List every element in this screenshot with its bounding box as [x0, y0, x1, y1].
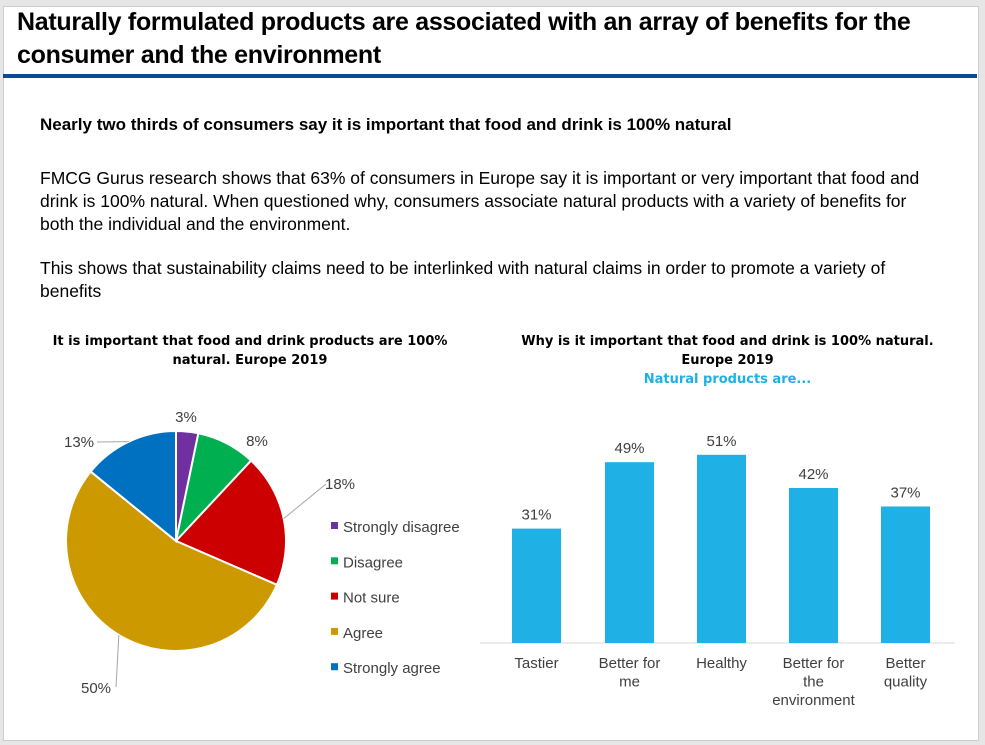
legend-swatch: [331, 557, 338, 565]
x-tick-label: Better for me: [599, 655, 661, 691]
pie-chart-title: It is important that food and drink prod…: [52, 334, 448, 368]
legend-label: Strongly disagree: [343, 519, 460, 536]
legend-label: Not sure: [343, 590, 400, 607]
paragraph-1: FMCG Gurus research shows that 63% of co…: [40, 168, 920, 234]
pie-data-label: 50%: [81, 680, 111, 697]
bar: [881, 506, 930, 643]
legend-label: Disagree: [343, 554, 403, 571]
bar: [605, 462, 654, 643]
x-tick-label: Better quality: [884, 655, 928, 691]
pie-slice-agree: [65, 470, 279, 652]
x-tick-label: Better for the environment: [772, 655, 855, 709]
paragraph-2: This shows that sustainability claims ne…: [40, 258, 886, 301]
bar: [789, 488, 838, 643]
legend-label: Agree: [343, 625, 383, 642]
bar: [697, 454, 746, 643]
leader-line: [283, 483, 327, 520]
legend-label: Strongly agree: [343, 660, 441, 677]
legend-swatch: [331, 592, 338, 600]
pie-data-label: 13%: [64, 434, 94, 451]
bar-chart-subtitle: Natural products are...: [643, 372, 812, 387]
legend-swatch: [331, 522, 338, 529]
pie-data-label: 18%: [325, 476, 355, 493]
title-divider: [3, 74, 977, 78]
bar-data-label: 31%: [521, 507, 551, 524]
pie-slice-strongly-agree: [89, 429, 177, 544]
pie-data-label: 8%: [246, 433, 268, 450]
bar: [512, 528, 561, 643]
bar-data-label: 51%: [706, 433, 736, 450]
bar-data-label: 42%: [798, 466, 828, 483]
bar-chart-title: Why is it important that food and drink …: [500, 332, 955, 389]
pie-data-label: 3%: [175, 409, 197, 426]
pie-slice-not-sure: [174, 459, 287, 587]
leader-line: [115, 634, 120, 688]
slide-title: Naturally formulated products are associ…: [17, 8, 911, 69]
bar-chart-title-text: Why is it important that food and drink …: [521, 334, 934, 368]
bar-data-label: 49%: [614, 440, 644, 457]
bar-data-label: 37%: [890, 484, 920, 501]
subtitle: Nearly two thirds of consumers say it is…: [40, 115, 732, 134]
legend-swatch: [331, 663, 338, 671]
x-tick-label: Healthy: [696, 655, 747, 672]
legend-swatch: [331, 627, 338, 635]
x-tick-label: Tastier: [514, 655, 558, 672]
